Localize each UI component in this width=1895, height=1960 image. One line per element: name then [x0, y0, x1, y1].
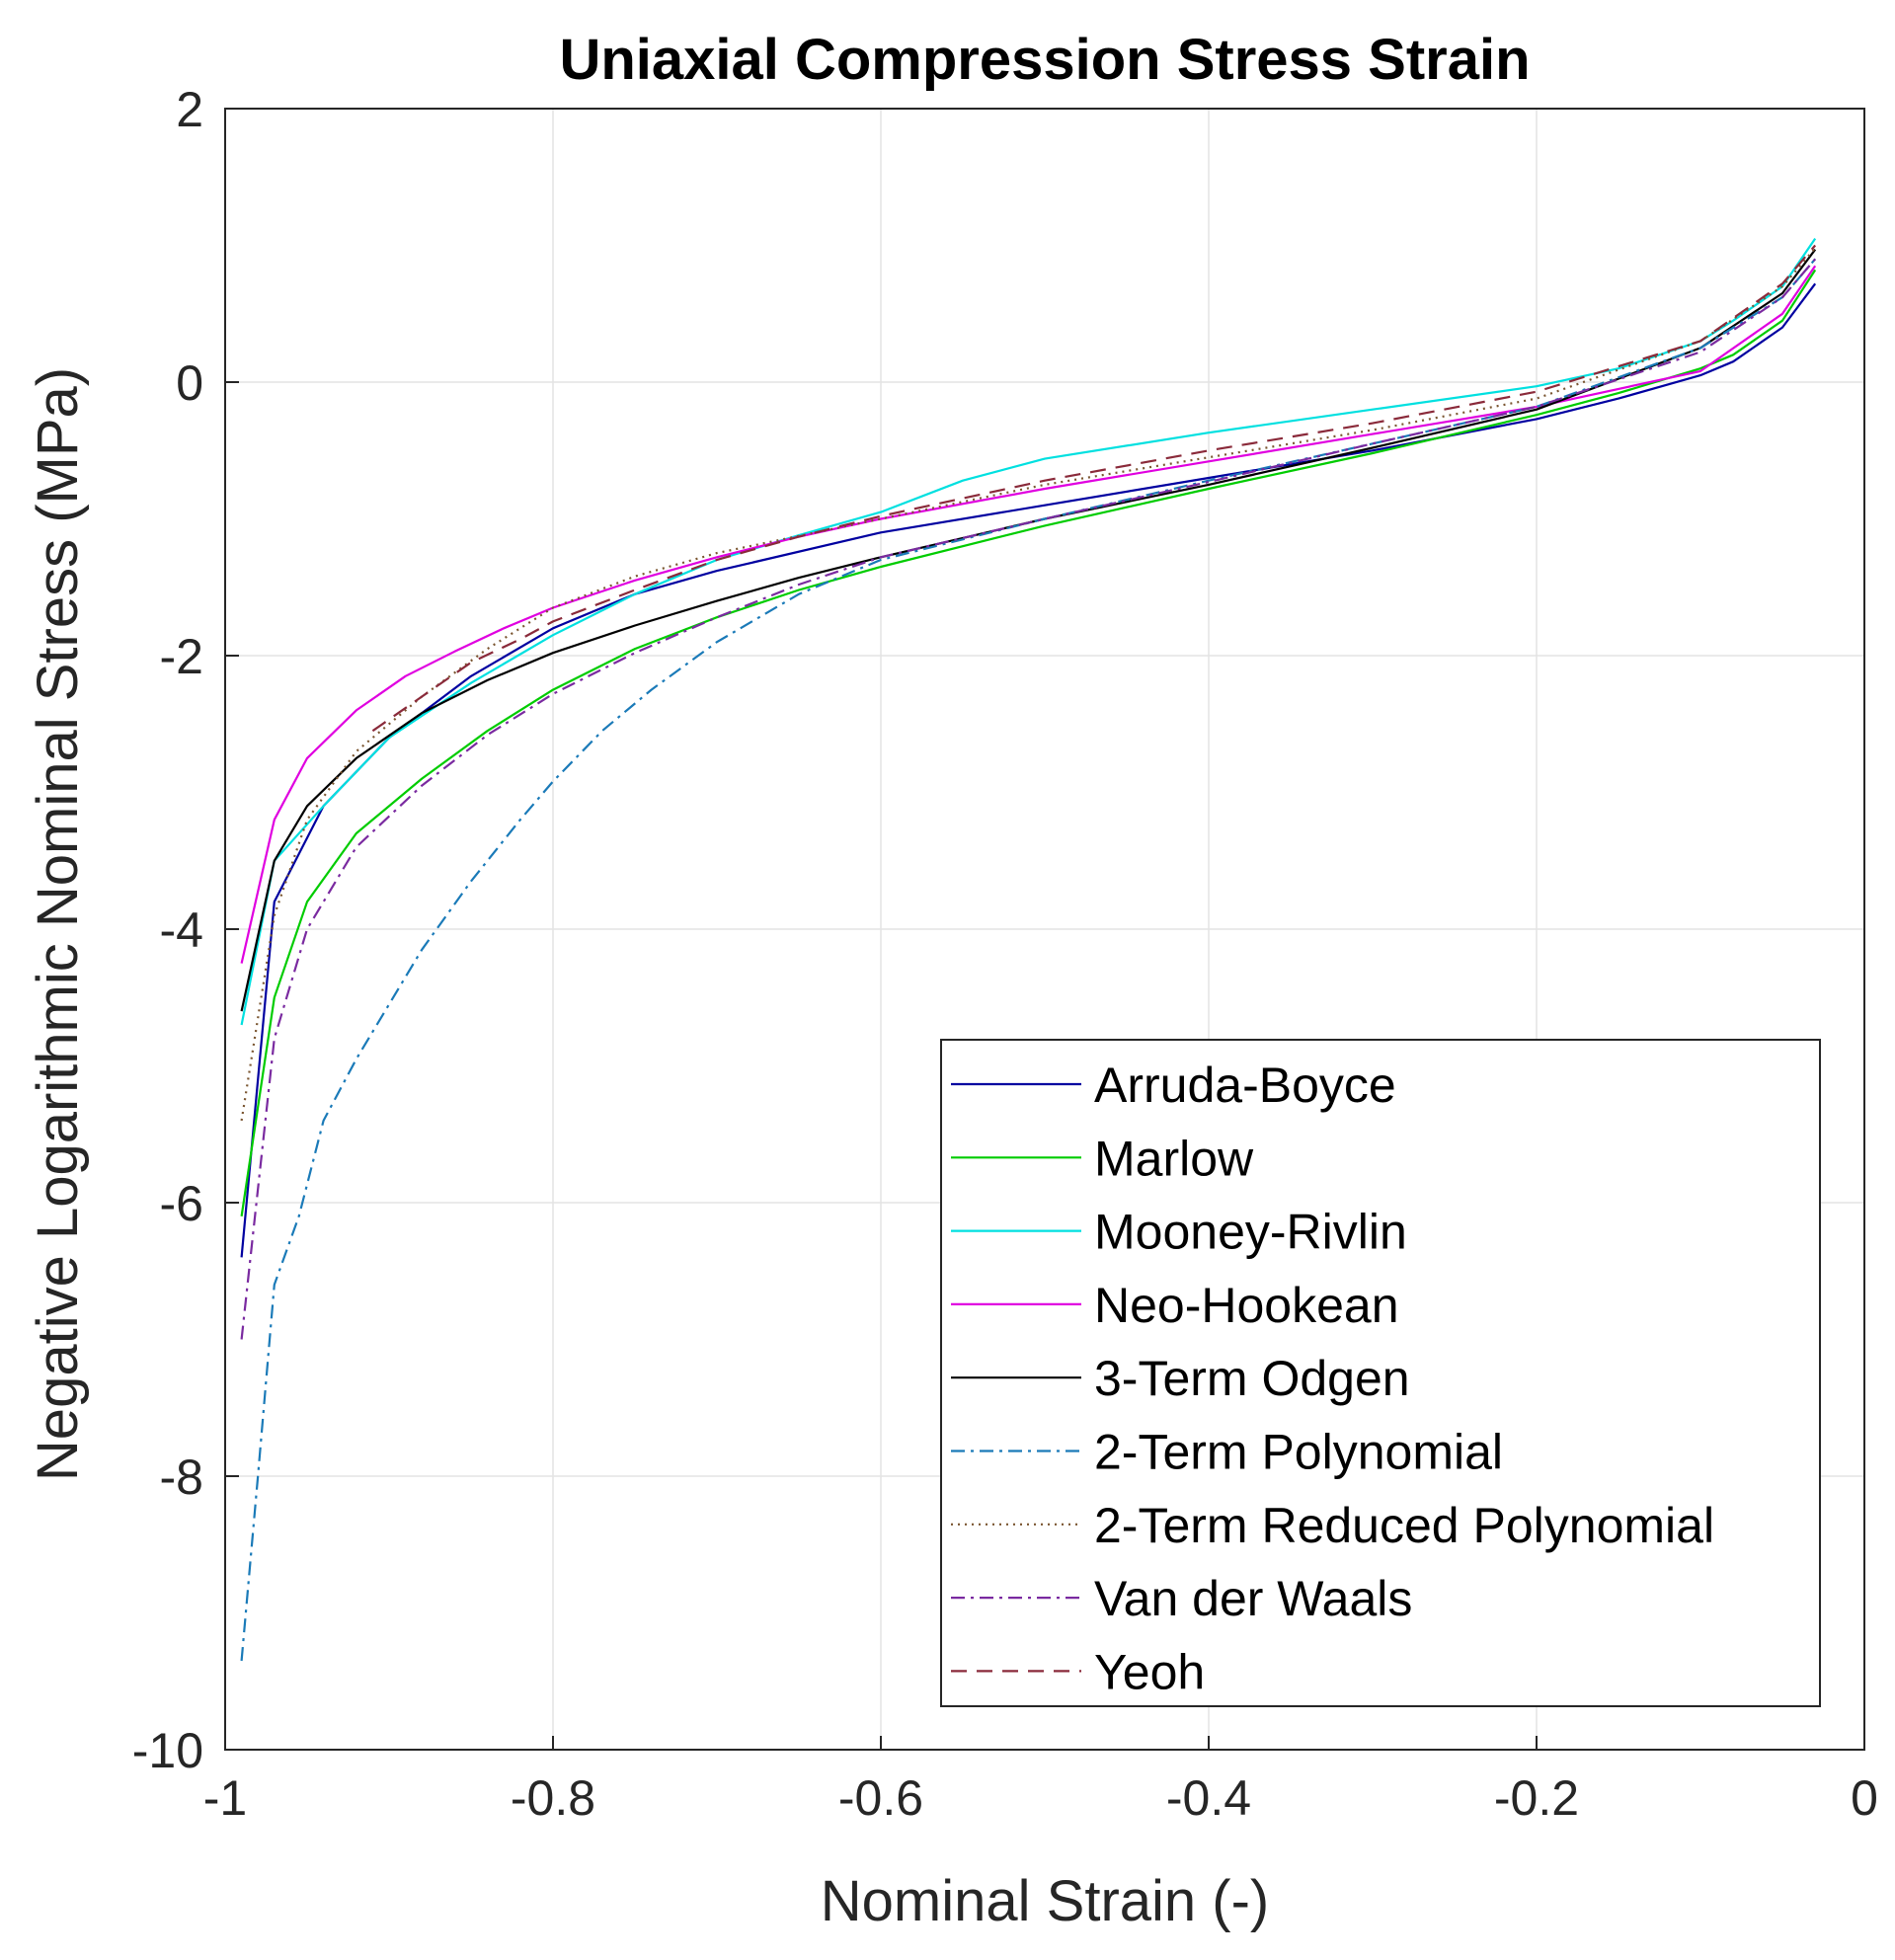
series-line-van-der-waals	[240, 258, 1817, 1340]
chart-title: Uniaxial Compression Stress Strain	[559, 28, 1530, 92]
y-tick-label: 2	[176, 82, 203, 137]
x-tick-label: -0.6	[838, 1770, 923, 1826]
y-tick-label: 0	[176, 355, 203, 411]
x-axis-label: Nominal Strain (-)	[821, 1869, 1269, 1933]
x-tick-label: -0.4	[1166, 1770, 1251, 1826]
series-line-yeoh	[371, 244, 1817, 733]
legend-box	[940, 1039, 1821, 1707]
legend-label-van-der-waals: Van der Waals	[1094, 1571, 1412, 1626]
x-tick-label: -0.2	[1494, 1770, 1579, 1826]
y-tick-label: -6	[160, 1176, 203, 1231]
legend-label-yeoh: Yeoh	[1094, 1644, 1205, 1699]
y-tick-label: -10	[132, 1723, 203, 1778]
series-line-mooney-rivlin	[240, 237, 1817, 1026]
legend-label-3-term-odgen: 3-Term Odgen	[1094, 1351, 1410, 1406]
legend-label-marlow: Marlow	[1094, 1131, 1254, 1186]
legend-label-2-term-polynomial: 2-Term Polynomial	[1094, 1425, 1503, 1480]
series-line-2-term-reduced-polynomial	[240, 247, 1817, 1122]
x-tick-label: -1	[203, 1770, 247, 1826]
y-axis-label: Negative Logarithmic Nominal Stress (MPa…	[26, 367, 90, 1481]
axis-ticks: -1 -0.8 -0.6 -0.4 -0.2 0 -10 -8 -6 -4 -2 0 2	[132, 82, 1878, 1826]
series-line-marlow	[240, 269, 1817, 1216]
data-series	[240, 237, 1817, 1662]
legend-label-arruda-boyce: Arruda-Boyce	[1094, 1058, 1396, 1113]
grid-lines	[224, 108, 1865, 1751]
legend-label-2-term-reduced-polynomial: 2-Term Reduced Polynomial	[1094, 1498, 1714, 1553]
series-line-3-term-odgen	[240, 249, 1817, 1012]
y-tick-label: -8	[160, 1450, 203, 1505]
legend-label-neo-hookean: Neo-Hookean	[1094, 1278, 1399, 1333]
legend-label-mooney-rivlin: Mooney-Rivlin	[1094, 1205, 1407, 1260]
y-tick-label: -2	[160, 629, 203, 684]
series-line-neo-hookean	[240, 265, 1817, 964]
y-tick-label: -4	[160, 902, 203, 958]
x-tick-label: 0	[1851, 1770, 1878, 1826]
x-tick-label: -0.8	[511, 1770, 595, 1826]
series-line-2-term-polynomial	[240, 258, 1817, 1662]
legend: Arruda-Boyce Marlow Mooney-Rivlin Neo-Hooke…	[940, 1039, 1821, 1707]
